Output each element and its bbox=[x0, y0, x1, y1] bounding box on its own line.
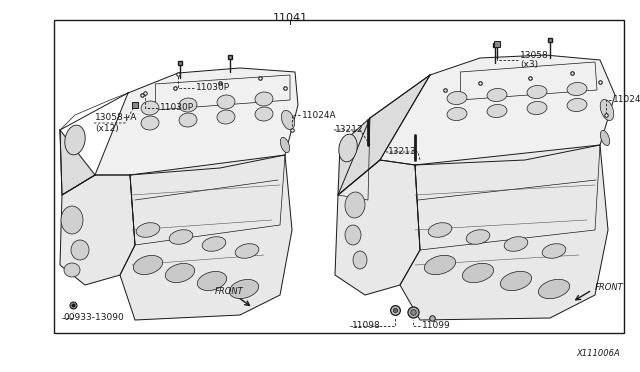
Ellipse shape bbox=[538, 279, 570, 299]
Text: 11098: 11098 bbox=[352, 321, 381, 330]
Text: 11024A: 11024A bbox=[302, 110, 337, 119]
Polygon shape bbox=[400, 145, 608, 320]
Text: 13212: 13212 bbox=[335, 125, 364, 135]
Ellipse shape bbox=[447, 92, 467, 105]
Ellipse shape bbox=[424, 255, 456, 275]
Ellipse shape bbox=[339, 134, 357, 162]
Text: 00933-13090: 00933-13090 bbox=[63, 314, 124, 323]
Polygon shape bbox=[60, 130, 95, 195]
Ellipse shape bbox=[428, 223, 452, 237]
Ellipse shape bbox=[255, 92, 273, 106]
Ellipse shape bbox=[345, 192, 365, 218]
Ellipse shape bbox=[527, 86, 547, 99]
Text: 11030P: 11030P bbox=[160, 103, 194, 112]
Ellipse shape bbox=[217, 95, 235, 109]
Ellipse shape bbox=[487, 105, 507, 118]
Ellipse shape bbox=[255, 107, 273, 121]
Ellipse shape bbox=[567, 83, 587, 96]
Text: 11024A: 11024A bbox=[613, 96, 640, 105]
Ellipse shape bbox=[136, 223, 160, 237]
Ellipse shape bbox=[542, 244, 566, 258]
Ellipse shape bbox=[61, 206, 83, 234]
Ellipse shape bbox=[600, 130, 610, 146]
Text: (x12): (x12) bbox=[95, 124, 119, 132]
Text: 13058+A: 13058+A bbox=[95, 113, 138, 122]
Ellipse shape bbox=[179, 113, 197, 127]
Ellipse shape bbox=[600, 99, 614, 121]
Ellipse shape bbox=[229, 279, 259, 298]
Ellipse shape bbox=[466, 230, 490, 244]
Ellipse shape bbox=[197, 272, 227, 291]
Ellipse shape bbox=[65, 125, 85, 155]
Ellipse shape bbox=[345, 225, 361, 245]
Text: 13213: 13213 bbox=[388, 148, 417, 157]
Polygon shape bbox=[95, 68, 298, 175]
Ellipse shape bbox=[133, 256, 163, 275]
Ellipse shape bbox=[353, 251, 367, 269]
Ellipse shape bbox=[500, 271, 532, 291]
Text: 11041: 11041 bbox=[273, 13, 308, 23]
Text: 11099: 11099 bbox=[422, 321, 451, 330]
Polygon shape bbox=[60, 175, 135, 285]
Text: FRONT: FRONT bbox=[595, 283, 624, 292]
Text: X111006A: X111006A bbox=[576, 349, 620, 358]
Polygon shape bbox=[338, 75, 430, 195]
Ellipse shape bbox=[504, 237, 528, 251]
Ellipse shape bbox=[280, 137, 290, 153]
Ellipse shape bbox=[462, 263, 493, 283]
Ellipse shape bbox=[71, 240, 89, 260]
Polygon shape bbox=[335, 160, 420, 295]
Text: FRONT: FRONT bbox=[215, 288, 244, 296]
Ellipse shape bbox=[179, 98, 197, 112]
Ellipse shape bbox=[567, 99, 587, 112]
Ellipse shape bbox=[282, 110, 294, 129]
Ellipse shape bbox=[217, 110, 235, 124]
Ellipse shape bbox=[141, 101, 159, 115]
Ellipse shape bbox=[169, 230, 193, 244]
Ellipse shape bbox=[64, 263, 80, 277]
Polygon shape bbox=[120, 155, 292, 320]
Text: (x3): (x3) bbox=[520, 61, 538, 70]
Ellipse shape bbox=[487, 89, 507, 102]
Polygon shape bbox=[380, 55, 615, 165]
Bar bbox=[54, 20, 624, 333]
Ellipse shape bbox=[202, 237, 226, 251]
Ellipse shape bbox=[141, 116, 159, 130]
Ellipse shape bbox=[235, 244, 259, 258]
Ellipse shape bbox=[527, 102, 547, 115]
Text: 11030P: 11030P bbox=[196, 83, 230, 93]
Text: 13058: 13058 bbox=[520, 51, 548, 60]
Ellipse shape bbox=[447, 108, 467, 121]
Ellipse shape bbox=[165, 263, 195, 282]
